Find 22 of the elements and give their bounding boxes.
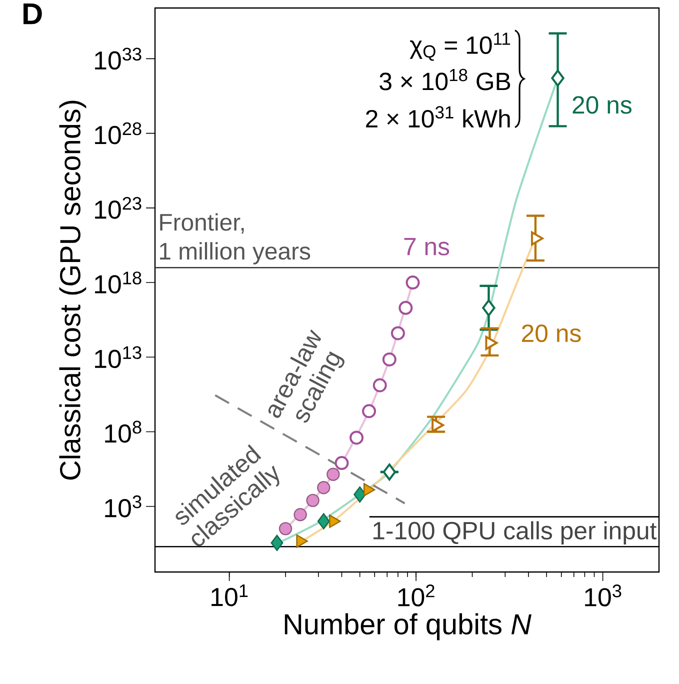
text: 1 million years — [160, 242, 310, 264]
y-tick-label: 10$^{23}$ — [95, 196, 142, 219]
y-tick-label: 10$^{33}$ — [95, 48, 142, 70]
annotation: 7 ns — [404, 238, 450, 256]
text: Frontier, — [160, 213, 244, 234]
x-tick-label: 10$^{1}$ — [212, 584, 248, 606]
annotation: χ$_{Q}$ = 10$^{11}$ — [410, 32, 510, 61]
y-tick-label: 10$^{18}$ — [95, 272, 142, 294]
x-tick-label: 10$^{3}$ — [585, 584, 622, 606]
y-tick-label: 10$^{28}$ — [95, 122, 142, 144]
y-axis-title: Classical cost (GPU seconds) — [59, 100, 86, 480]
y-tick-label: 10$^{3}$ — [105, 495, 142, 518]
annotation: 20 ns — [572, 96, 632, 114]
x-tick-label: 10$^{2}$ — [398, 584, 434, 606]
annotation: 3 × 10$^{18}$ GB — [380, 68, 510, 90]
y-tick-label: 10$^{13}$ — [95, 346, 142, 368]
text: D — [24, 4, 42, 24]
y-tick-label: 10$^{8}$ — [105, 420, 142, 443]
annotation: 2 × 10$^{31}$ kWh — [366, 106, 510, 128]
x-axis-title: Number of qubits N — [284, 613, 532, 640]
annotation: 20 ns — [522, 324, 581, 342]
ref-line-label: 1-100 QPU calls per input — [374, 521, 657, 544]
